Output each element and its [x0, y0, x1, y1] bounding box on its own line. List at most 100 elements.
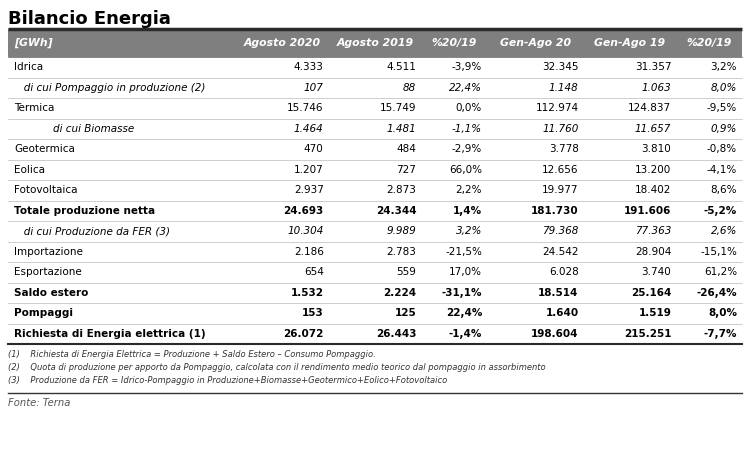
Text: (2)    Quota di produzione per apporto da Pompaggio, calcolata con il rendimento: (2) Quota di produzione per apporto da P… [8, 363, 545, 372]
Text: 2.873: 2.873 [386, 185, 416, 195]
Text: Agosto 2020: Agosto 2020 [244, 38, 321, 48]
Bar [8, 303, 742, 324]
Text: 4.333: 4.333 [294, 62, 324, 72]
Text: Agosto 2019: Agosto 2019 [337, 38, 413, 48]
Text: -2,9%: -2,9% [452, 144, 482, 154]
Text: -1,1%: -1,1% [452, 124, 482, 134]
Text: 15.746: 15.746 [287, 103, 324, 113]
Text: 125: 125 [394, 308, 416, 318]
Text: 24.693: 24.693 [284, 206, 324, 216]
Bar [8, 159, 742, 180]
Text: 153: 153 [302, 308, 324, 318]
Text: Importazione: Importazione [14, 247, 82, 257]
Text: -1,4%: -1,4% [448, 329, 482, 339]
Text: 24.344: 24.344 [376, 206, 416, 216]
Text: Totale produzione netta: Totale produzione netta [14, 206, 155, 216]
Text: 112.974: 112.974 [536, 103, 578, 113]
Text: 31.357: 31.357 [634, 62, 671, 72]
Text: 1.481: 1.481 [386, 124, 416, 134]
Text: -21,5%: -21,5% [446, 247, 482, 257]
Text: 191.606: 191.606 [624, 206, 671, 216]
Text: 0,0%: 0,0% [456, 103, 482, 113]
Text: 107: 107 [304, 83, 324, 93]
Bar [8, 118, 742, 139]
Text: 1.464: 1.464 [294, 124, 324, 134]
Text: Saldo estero: Saldo estero [14, 288, 88, 298]
Text: Pompaggi: Pompaggi [14, 308, 73, 318]
Bar [8, 324, 742, 344]
Text: 484: 484 [397, 144, 416, 154]
Text: 124.837: 124.837 [628, 103, 671, 113]
Text: di cui Biomasse: di cui Biomasse [14, 124, 134, 134]
Text: Bilancio Energia: Bilancio Energia [8, 10, 171, 28]
Bar [8, 180, 742, 201]
Text: 17,0%: 17,0% [449, 267, 482, 277]
Text: 18.402: 18.402 [635, 185, 671, 195]
Text: -0,8%: -0,8% [706, 144, 737, 154]
Text: 66,0%: 66,0% [449, 165, 482, 175]
Text: 88: 88 [403, 83, 416, 93]
Text: 19.977: 19.977 [542, 185, 578, 195]
Text: -26,4%: -26,4% [696, 288, 737, 298]
Text: 11.657: 11.657 [635, 124, 671, 134]
Bar [8, 78, 742, 98]
Text: 3.778: 3.778 [549, 144, 578, 154]
Text: 24.542: 24.542 [542, 247, 578, 257]
Text: 1.207: 1.207 [294, 165, 324, 175]
Bar [8, 98, 742, 118]
Text: 22,4%: 22,4% [446, 308, 482, 318]
Text: -9,5%: -9,5% [706, 103, 737, 113]
Text: (3)    Produzione da FER = Idrico-Pompaggio in Produzione+Biomasse+Geotermico+Eo: (3) Produzione da FER = Idrico-Pompaggio… [8, 376, 447, 385]
Text: 1.519: 1.519 [638, 308, 671, 318]
Text: -7,7%: -7,7% [704, 329, 737, 339]
Bar [8, 241, 742, 262]
Text: 15.749: 15.749 [380, 103, 416, 113]
Text: Fonte: Terna: Fonte: Terna [8, 398, 70, 408]
Text: 3.740: 3.740 [641, 267, 671, 277]
Text: Esportazione: Esportazione [14, 267, 82, 277]
Text: Richiesta di Energia elettrica (1): Richiesta di Energia elettrica (1) [14, 329, 206, 339]
Text: 2,6%: 2,6% [711, 226, 737, 236]
Text: 26.072: 26.072 [284, 329, 324, 339]
Text: 32.345: 32.345 [542, 62, 578, 72]
Text: 10.304: 10.304 [287, 226, 324, 236]
Text: 11.760: 11.760 [542, 124, 578, 134]
Text: 6.028: 6.028 [549, 267, 578, 277]
Text: 9.989: 9.989 [386, 226, 416, 236]
Text: Geotermica: Geotermica [14, 144, 75, 154]
Text: 8,0%: 8,0% [708, 308, 737, 318]
Text: 25.164: 25.164 [631, 288, 671, 298]
Text: [GWh]: [GWh] [14, 38, 52, 48]
Text: 0,9%: 0,9% [711, 124, 737, 134]
Text: 2,2%: 2,2% [455, 185, 482, 195]
Text: -4,1%: -4,1% [706, 165, 737, 175]
Text: 77.363: 77.363 [635, 226, 671, 236]
Text: 198.604: 198.604 [531, 329, 578, 339]
Text: 2.186: 2.186 [294, 247, 324, 257]
Bar [8, 201, 742, 221]
Text: di cui Pompaggio in produzione (2): di cui Pompaggio in produzione (2) [14, 83, 206, 93]
Text: -5,2%: -5,2% [704, 206, 737, 216]
Text: 12.656: 12.656 [542, 165, 578, 175]
Text: di cui Produzione da FER (3): di cui Produzione da FER (3) [14, 226, 170, 236]
Text: 3.810: 3.810 [641, 144, 671, 154]
Text: 2.937: 2.937 [294, 185, 324, 195]
Text: 181.730: 181.730 [531, 206, 578, 216]
Text: Gen-Ago 19: Gen-Ago 19 [595, 38, 665, 48]
Bar [8, 57, 742, 78]
Text: %20/19: %20/19 [686, 38, 732, 48]
Text: 2.783: 2.783 [386, 247, 416, 257]
Bar [8, 262, 742, 282]
Text: 1.640: 1.640 [545, 308, 578, 318]
Text: Idrica: Idrica [14, 62, 43, 72]
Text: 654: 654 [304, 267, 324, 277]
Text: 61,2%: 61,2% [704, 267, 737, 277]
Text: %20/19: %20/19 [431, 38, 477, 48]
Text: 1.148: 1.148 [549, 83, 578, 93]
Bar [8, 221, 742, 241]
Text: -31,1%: -31,1% [442, 288, 482, 298]
Text: 559: 559 [397, 267, 416, 277]
Text: 8,0%: 8,0% [711, 83, 737, 93]
Text: 727: 727 [397, 165, 416, 175]
Text: Eolica: Eolica [14, 165, 45, 175]
